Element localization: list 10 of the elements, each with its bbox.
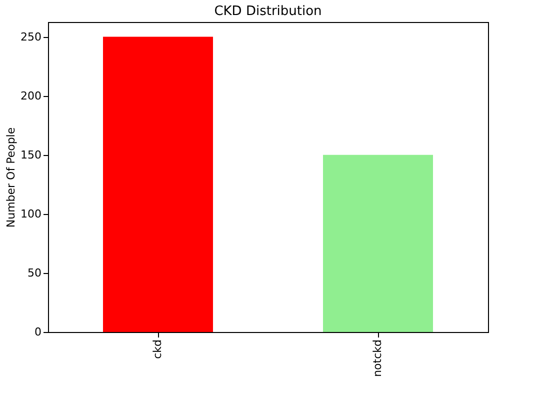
y-tick-label: 50 (28, 266, 42, 280)
y-tick-label: 150 (20, 148, 42, 162)
y-tick-label: 250 (20, 30, 42, 44)
y-tick-label: 200 (20, 89, 42, 102)
y-tick-label: 0 (34, 326, 42, 338)
x-tick-label: ckd (151, 340, 164, 359)
chart-title: CKD Distribution (214, 4, 322, 19)
x-tick-label: notckd (371, 340, 384, 377)
y-axis-title: Number Of People (4, 127, 18, 228)
y-tick-label: 100 (20, 207, 42, 220)
